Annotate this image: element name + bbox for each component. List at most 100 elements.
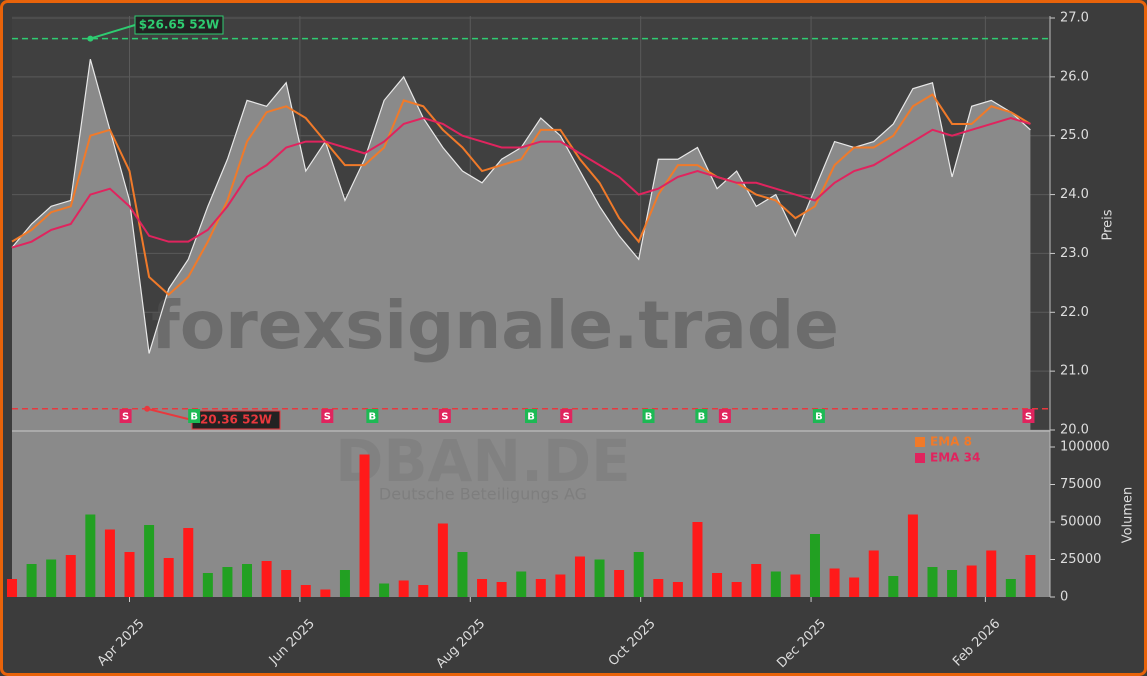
volume-bar [535,579,546,597]
volume-bar [418,585,429,597]
volume-bar [927,567,938,597]
signal-label: S [563,412,570,423]
volume-bar [614,570,625,597]
volume-bar [986,550,997,597]
y-tick-label: 25.0 [1060,128,1089,143]
volume-bar [712,573,723,597]
annotation-point [144,405,151,412]
y-tick-label: 20.0 [1060,423,1089,438]
y-tick-label: 22.0 [1060,305,1089,320]
ema-line [11,93,1031,296]
volume-bar [359,454,370,597]
y-tick-label: 27.0 [1060,11,1089,26]
signal-label: B [645,412,653,423]
volume-bar [888,576,899,597]
signal-label: B [698,412,706,423]
signal-label: B [815,412,823,423]
annotation-arrow [90,24,136,40]
signal-label: S [721,412,728,423]
annotation-label: 20.36 52W [200,413,272,427]
volume-bar [574,556,585,597]
annotation-box [134,15,224,35]
volume-bar [672,582,683,597]
signal-marker [695,409,708,423]
volume-bar [516,571,527,597]
volume-bar [692,522,703,597]
volume-bar [496,582,507,597]
volume-bar [477,579,488,597]
legend-label: EMA 8 [930,435,972,449]
signal-label: B [369,412,377,423]
volume-bar [379,583,390,597]
volume-bar [653,579,664,597]
price-area [12,59,1031,430]
y2-tick-label: 100000 [1060,440,1110,455]
volume-bar [183,528,194,597]
volume-bar [437,523,448,597]
volume-bar [300,585,311,597]
volume-bar [790,574,801,597]
volume-bar [163,558,174,597]
volume-bar [947,570,958,597]
annotation-arrow [146,407,193,421]
volume-bar [202,573,213,597]
volume-bar [829,568,840,597]
signal-label: S [122,412,129,423]
y-axis-title: Preis [1101,209,1116,240]
volume-bar [633,552,644,597]
signal-marker [718,409,731,423]
volume-bar [281,570,292,597]
signal-label: B [190,412,198,423]
volume-bar [261,561,272,597]
volume-bar [809,534,820,597]
y2-tick-label: 25000 [1060,552,1101,567]
y2-tick-label: 75000 [1060,477,1101,492]
volume-bar [65,555,76,597]
y-tick-label: 26.0 [1060,69,1089,84]
watermark: forexsignale.trade [151,287,839,364]
volume-bar [594,559,605,597]
volume-bar [770,571,781,597]
volume-bar [731,582,742,597]
signal-marker [812,409,825,423]
y-tick-label: 23.0 [1060,246,1089,261]
signal-marker [321,409,334,423]
signal-label: S [441,412,448,423]
volume-bar [320,589,331,597]
volume-bar [907,514,918,597]
y-tick-label: 24.0 [1060,187,1089,202]
volume-bar [868,550,879,597]
ema-line [11,117,1031,249]
volume-bar [124,552,135,597]
volume-bar [144,525,155,597]
company-watermark: Deutsche Beteiligungs AG [379,485,587,504]
volume-bar [849,577,860,597]
volume-bar [1005,579,1016,597]
signal-marker [119,409,132,423]
volume-bar [104,529,115,597]
legend-swatch [915,437,925,447]
volume-bar [1025,555,1036,597]
volume-bar [85,514,96,597]
signal-marker [1022,409,1035,423]
ticker-watermark: DBAN.DE [335,427,631,495]
legend-swatch [915,453,925,463]
y2-tick-label: 0 [1060,590,1068,605]
volume-bar [26,564,37,597]
volume-bar [457,552,468,597]
y-tick-label: 21.0 [1060,364,1089,379]
volume-bar [7,579,17,597]
volume-bar [222,567,233,597]
signal-label: B [527,412,535,423]
signal-marker [525,409,537,423]
signal-marker [366,409,379,423]
annotation-label: $26.65 52W [139,18,219,32]
volume-bar [339,570,350,597]
y2-axis-title: Volumen [1121,487,1136,544]
volume-bar [966,565,977,597]
signal-marker [438,409,451,423]
y2-tick-label: 50000 [1060,515,1101,530]
volume-bar [398,580,409,597]
volume-bar [555,574,566,597]
signal-label: S [1025,412,1032,423]
